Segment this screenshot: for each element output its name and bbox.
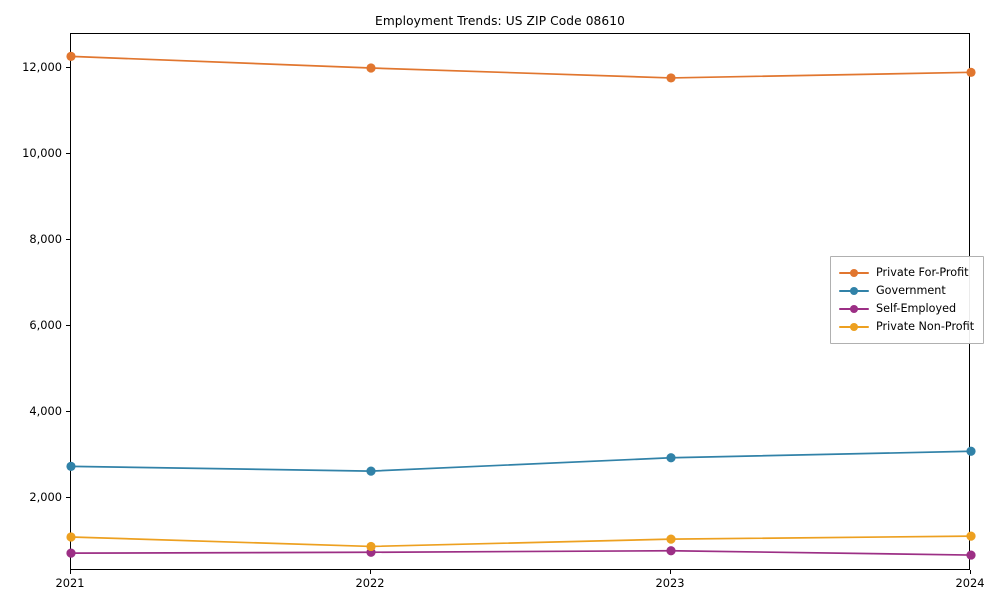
x-axis-tick-mark — [370, 570, 371, 574]
data-point — [966, 531, 976, 541]
chart-title: Employment Trends: US ZIP Code 08610 — [375, 14, 625, 28]
legend-swatch-icon — [839, 303, 869, 315]
legend-item-label: Government — [876, 284, 946, 297]
legend-swatch-icon — [839, 285, 869, 297]
series-line — [70, 450, 972, 472]
legend-item-label: Self-Employed — [876, 302, 957, 315]
legend-marker-icon — [850, 323, 858, 331]
legend-item[interactable]: Private For-Profit — [839, 264, 974, 282]
data-point — [66, 532, 76, 542]
data-point — [666, 546, 676, 556]
y-axis-tick-label: 12,000 — [22, 59, 62, 74]
x-axis-tick-mark — [670, 570, 671, 574]
data-point — [66, 51, 76, 61]
series-private-non-profit — [66, 531, 976, 552]
legend-marker-icon — [850, 269, 858, 277]
data-point — [66, 548, 76, 558]
plot-area — [66, 33, 976, 570]
y-axis-tick-mark — [66, 238, 70, 240]
legend-swatch-icon — [839, 321, 869, 333]
chart-legend[interactable]: Private For-Profit Government Self-Employe… — [830, 256, 985, 344]
y-axis-tick-mark — [66, 411, 70, 413]
legend-item[interactable]: Government — [839, 282, 974, 300]
series-line — [70, 55, 972, 79]
data-point — [966, 550, 976, 560]
legend-item-label: Private For-Profit — [876, 266, 969, 279]
data-point — [666, 534, 676, 544]
data-point — [66, 461, 76, 471]
x-axis-tick-label: 2022 — [355, 576, 385, 590]
y-axis-tick-marks — [0, 33, 72, 570]
y-axis-tick-mark — [66, 152, 70, 154]
x-axis-tick-labels: 2021 2022 2023 2024 — [56, 576, 985, 596]
data-point — [966, 67, 976, 77]
data-point — [366, 63, 376, 73]
x-axis-tick-label: 2024 — [955, 576, 985, 590]
plot-lines — [66, 51, 976, 560]
x-axis-tick-mark — [70, 570, 71, 574]
series-line — [70, 549, 972, 556]
y-axis-tick-label: 10,000 — [22, 145, 62, 160]
y-axis-tick-label: 2,000 — [29, 490, 62, 505]
data-point — [666, 73, 676, 83]
y-axis-tick-labels: 2,000 4,000 6,000 8,000 10,000 12,000 — [0, 33, 62, 570]
legend-item[interactable]: Private Non-Profit — [839, 318, 974, 336]
y-axis-tick-label: 4,000 — [29, 404, 62, 419]
x-axis-tick-mark — [970, 570, 971, 574]
y-axis-tick-mark — [66, 66, 70, 68]
y-axis-tick-label: 6,000 — [29, 317, 62, 332]
x-axis-tick-marks — [70, 570, 971, 578]
legend-item[interactable]: Self-Employed — [839, 300, 974, 318]
series-government — [66, 446, 976, 476]
legend-marker-icon — [850, 305, 858, 313]
series-line — [70, 535, 972, 548]
data-point — [366, 541, 376, 552]
y-axis-tick-mark — [66, 497, 70, 499]
legend-marker-icon — [850, 287, 858, 295]
y-axis-tick-label: 8,000 — [29, 231, 62, 246]
data-point — [966, 446, 976, 456]
x-axis-tick-label: 2023 — [655, 576, 685, 590]
data-point — [366, 466, 376, 476]
data-point — [666, 453, 676, 463]
series-self-employed — [66, 546, 976, 560]
x-axis-tick-label: 2021 — [55, 576, 85, 590]
y-axis-tick-mark — [66, 324, 70, 326]
series-private-for-profit — [66, 51, 976, 83]
legend-item-label: Private Non-Profit — [876, 320, 975, 333]
legend-swatch-icon — [839, 267, 869, 279]
